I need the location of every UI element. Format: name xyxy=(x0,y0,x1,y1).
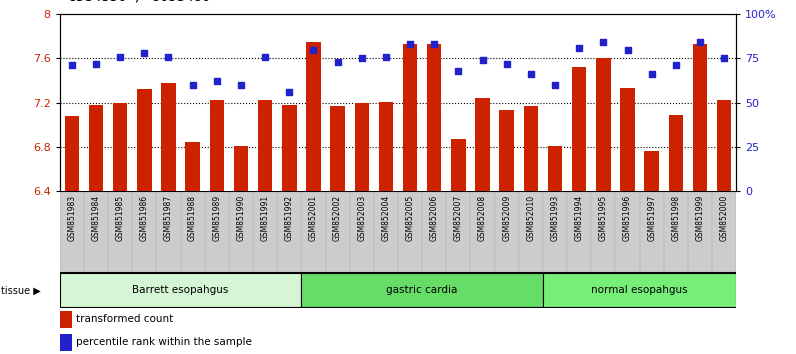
Text: GSM852003: GSM852003 xyxy=(357,195,366,241)
Text: GSM851989: GSM851989 xyxy=(213,195,221,241)
Bar xyxy=(645,152,659,191)
Bar xyxy=(234,146,248,191)
Bar xyxy=(596,58,611,191)
Text: GSM851988: GSM851988 xyxy=(188,195,197,241)
Bar xyxy=(64,116,79,191)
Bar xyxy=(306,42,321,191)
Text: GSM852002: GSM852002 xyxy=(333,195,342,241)
Point xyxy=(718,56,731,61)
Bar xyxy=(282,105,296,191)
Text: GSM852001: GSM852001 xyxy=(309,195,318,241)
Text: normal esopahgus: normal esopahgus xyxy=(591,285,688,295)
Bar xyxy=(209,101,224,191)
Point xyxy=(573,45,586,51)
Point xyxy=(186,82,199,88)
Point xyxy=(307,47,320,52)
Text: percentile rank within the sample: percentile rank within the sample xyxy=(76,337,252,348)
Bar xyxy=(475,98,490,191)
Text: GSM851992: GSM851992 xyxy=(285,195,294,241)
Point xyxy=(65,63,78,68)
Text: GSM851984: GSM851984 xyxy=(92,195,100,241)
Text: GSM852008: GSM852008 xyxy=(478,195,487,241)
Point xyxy=(90,61,103,67)
Bar xyxy=(620,88,635,191)
Bar xyxy=(717,101,732,191)
Bar xyxy=(60,334,72,351)
Bar xyxy=(403,44,417,191)
Text: Barrett esopahgus: Barrett esopahgus xyxy=(132,285,228,295)
Text: GSM851995: GSM851995 xyxy=(599,195,608,241)
Bar xyxy=(88,105,103,191)
Bar xyxy=(137,89,151,191)
Text: GSM852000: GSM852000 xyxy=(720,195,728,241)
Point xyxy=(621,47,634,52)
Text: GSM851990: GSM851990 xyxy=(236,195,245,241)
Point xyxy=(501,61,513,67)
Bar xyxy=(60,311,72,328)
Text: GSM852005: GSM852005 xyxy=(406,195,415,241)
Text: GSM852006: GSM852006 xyxy=(430,195,439,241)
Text: GSM851996: GSM851996 xyxy=(623,195,632,241)
Text: GSM852009: GSM852009 xyxy=(502,195,511,241)
Bar xyxy=(258,101,272,191)
Bar xyxy=(302,273,543,307)
Bar xyxy=(161,83,176,191)
Text: GSM851999: GSM851999 xyxy=(696,195,704,241)
Point xyxy=(380,54,392,59)
Bar xyxy=(548,146,562,191)
Text: gastric cardia: gastric cardia xyxy=(387,285,458,295)
Point xyxy=(283,89,295,95)
Bar xyxy=(113,103,127,191)
Text: GSM851998: GSM851998 xyxy=(671,195,681,241)
Bar xyxy=(693,44,708,191)
Point xyxy=(597,40,610,45)
Point xyxy=(210,79,223,84)
Bar xyxy=(451,139,466,191)
Bar xyxy=(427,44,442,191)
Point xyxy=(693,40,706,45)
Bar xyxy=(543,273,736,307)
Point xyxy=(114,54,127,59)
Bar xyxy=(524,106,538,191)
Bar xyxy=(60,273,302,307)
Point xyxy=(162,54,175,59)
Bar xyxy=(330,106,345,191)
Text: GSM851991: GSM851991 xyxy=(260,195,270,241)
Text: GSM851983: GSM851983 xyxy=(68,195,76,241)
Text: GSM852004: GSM852004 xyxy=(381,195,390,241)
Text: GSM851985: GSM851985 xyxy=(115,195,125,241)
Bar xyxy=(669,115,683,191)
Point xyxy=(355,56,368,61)
Point xyxy=(138,50,150,56)
Text: GSM852010: GSM852010 xyxy=(526,195,536,241)
Point xyxy=(259,54,271,59)
Point xyxy=(646,72,658,77)
Text: GSM851997: GSM851997 xyxy=(647,195,656,241)
Text: GSM851987: GSM851987 xyxy=(164,195,173,241)
Bar xyxy=(572,67,587,191)
Text: GSM851986: GSM851986 xyxy=(140,195,149,241)
Point xyxy=(331,59,344,65)
Text: GSM852007: GSM852007 xyxy=(454,195,463,241)
Point xyxy=(548,82,561,88)
Bar xyxy=(185,143,200,191)
Bar xyxy=(354,103,369,191)
Point xyxy=(525,72,537,77)
Bar xyxy=(379,102,393,191)
Bar xyxy=(500,110,514,191)
Point xyxy=(476,57,489,63)
Text: tissue ▶: tissue ▶ xyxy=(1,285,41,295)
Point xyxy=(452,68,465,74)
Text: GDS4350 / 8053480: GDS4350 / 8053480 xyxy=(68,0,210,4)
Text: GSM851993: GSM851993 xyxy=(551,195,560,241)
Text: GSM851994: GSM851994 xyxy=(575,195,583,241)
Point xyxy=(404,41,416,47)
Point xyxy=(428,41,441,47)
Point xyxy=(669,63,682,68)
Text: transformed count: transformed count xyxy=(76,314,173,325)
Point xyxy=(235,82,248,88)
